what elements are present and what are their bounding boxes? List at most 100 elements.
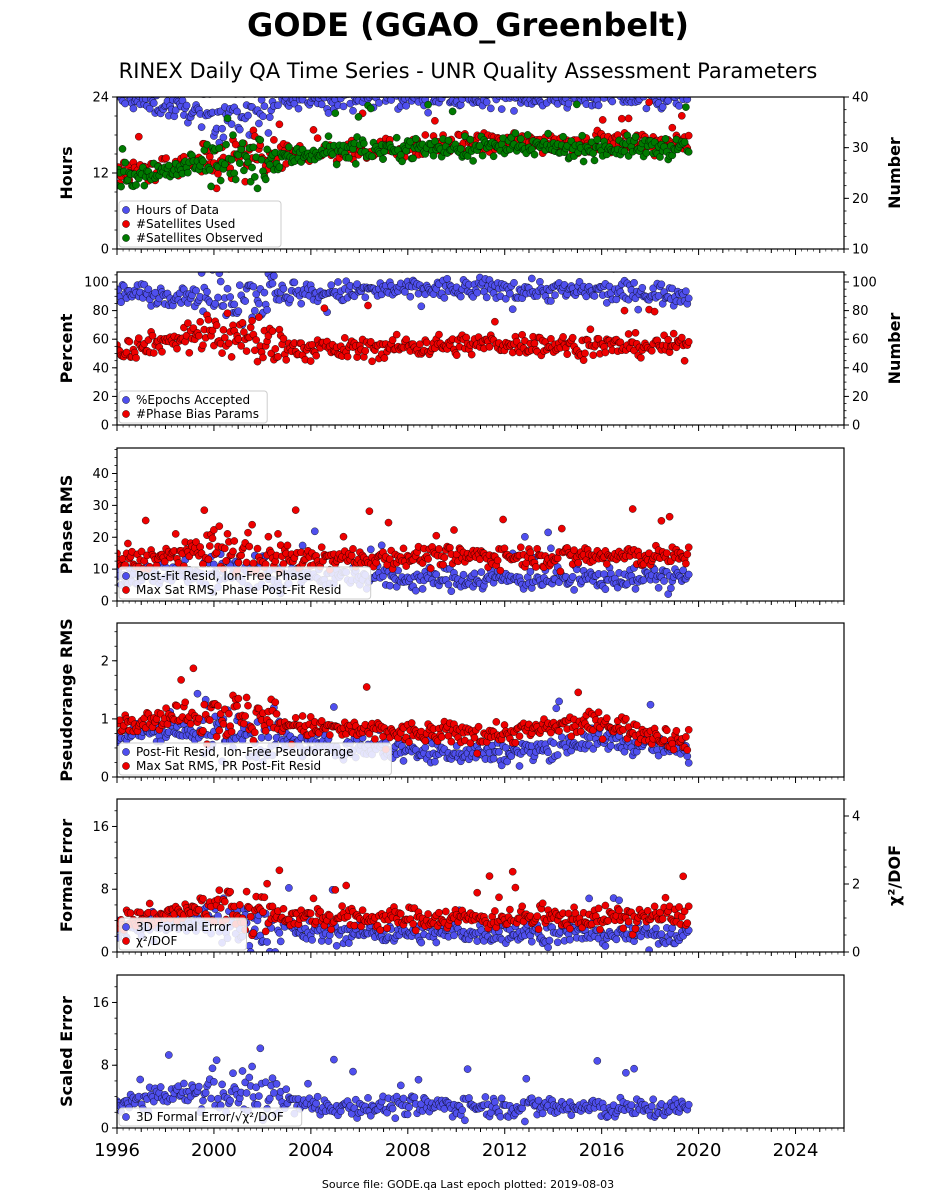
data-point <box>417 938 426 947</box>
data-point <box>237 551 245 560</box>
data-point <box>461 132 469 140</box>
data-point <box>263 306 271 314</box>
data-point <box>392 583 401 591</box>
data-point <box>340 334 349 342</box>
data-point <box>270 272 278 280</box>
data-point <box>581 349 589 358</box>
data-point <box>181 698 189 707</box>
data-point <box>230 537 239 545</box>
data-point <box>496 566 505 575</box>
data-point <box>594 101 603 110</box>
legend-marker <box>122 410 130 418</box>
data-point <box>349 107 357 115</box>
data-point <box>203 287 211 296</box>
data-point <box>482 98 491 106</box>
data-point <box>250 728 259 737</box>
data-point <box>242 693 251 702</box>
data-point <box>248 316 256 325</box>
data-point <box>574 559 583 567</box>
data-point <box>234 335 243 343</box>
legend-label: Hours of Data <box>136 203 219 217</box>
data-point <box>660 577 668 585</box>
data-point <box>431 117 439 125</box>
data-point <box>660 736 668 744</box>
data-point <box>452 351 461 360</box>
data-point <box>219 326 228 334</box>
data-point <box>235 159 244 167</box>
legend-marker <box>122 206 130 214</box>
data-point <box>282 356 291 364</box>
data-point <box>298 97 307 104</box>
data-point <box>432 531 441 540</box>
data-point <box>645 98 653 107</box>
data-point <box>368 357 376 366</box>
data-point <box>577 727 585 736</box>
data-point <box>473 749 482 758</box>
data-point <box>485 343 494 351</box>
data-point <box>220 160 229 169</box>
series-3 <box>117 100 693 193</box>
data-point <box>421 737 430 745</box>
data-point <box>229 131 237 139</box>
data-point <box>447 737 456 746</box>
data-point <box>185 348 194 357</box>
data-point <box>493 556 502 565</box>
data-point <box>536 277 544 286</box>
data-point <box>528 274 536 283</box>
y-tick-label: 24 <box>92 91 109 106</box>
data-point <box>424 108 432 117</box>
data-point <box>250 173 259 181</box>
data-point <box>242 558 251 567</box>
data-point <box>624 330 633 338</box>
y-tick-label: 0 <box>101 419 109 434</box>
data-point <box>171 530 180 538</box>
data-point <box>497 105 506 113</box>
data-point <box>500 721 509 729</box>
data-point <box>200 700 209 709</box>
data-point <box>684 148 693 156</box>
data-point <box>456 144 465 153</box>
data-point <box>590 292 599 300</box>
data-point <box>210 526 218 534</box>
data-point <box>219 302 228 310</box>
data-point <box>240 328 248 336</box>
data-point <box>337 97 345 103</box>
data-point <box>231 175 240 184</box>
data-point <box>313 134 322 142</box>
series-1 <box>117 272 693 329</box>
data-point <box>683 97 692 104</box>
data-point <box>664 97 672 105</box>
data-point <box>196 543 204 551</box>
data-point <box>149 99 158 107</box>
data-point <box>521 533 529 541</box>
data-point <box>215 272 224 277</box>
data-point <box>375 99 383 107</box>
data-point <box>440 294 449 302</box>
data-point <box>240 719 248 728</box>
data-point <box>162 154 170 162</box>
data-point <box>371 735 379 743</box>
data-point <box>598 116 607 124</box>
legend-marker <box>122 220 130 228</box>
data-point <box>523 131 532 139</box>
data-point <box>411 134 420 143</box>
data-point <box>510 278 518 287</box>
data-point <box>144 285 153 294</box>
data-point <box>678 112 686 120</box>
data-point <box>402 335 411 344</box>
data-point <box>439 560 447 569</box>
y2-tick-label: 20 <box>852 192 869 207</box>
data-point <box>240 166 248 175</box>
legend-marker <box>122 396 130 404</box>
legend-label: Max Sat RMS, PR Post-Fit Resid <box>136 759 321 773</box>
data-point <box>559 333 567 341</box>
data-point <box>208 326 217 335</box>
data-point <box>233 702 241 710</box>
legend-marker <box>122 586 130 594</box>
y2-tick-label: 60 <box>852 333 869 348</box>
data-point <box>345 939 353 947</box>
data-point <box>489 152 498 161</box>
data-point <box>650 307 659 316</box>
